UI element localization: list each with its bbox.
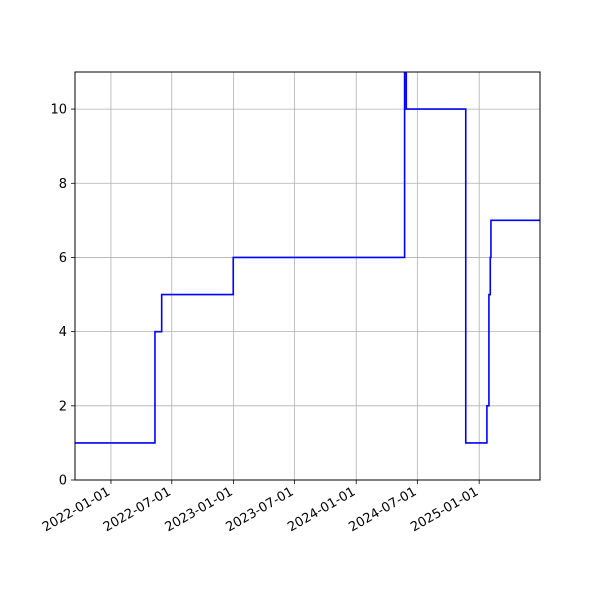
y-axis: 0 2 4 6 8 10 [50, 103, 75, 489]
y-tick-label: 10 [50, 103, 67, 118]
plot-area-frame [74, 71, 541, 481]
y-tick-label: 4 [59, 325, 67, 340]
y-tick-label: 6 [59, 251, 67, 266]
y-tick-label: 0 [59, 474, 67, 489]
series-layer [75, 72, 540, 444]
series-line-0 [75, 72, 540, 444]
y-tick-label: 2 [59, 399, 67, 414]
y-tick-label: 8 [59, 177, 67, 192]
